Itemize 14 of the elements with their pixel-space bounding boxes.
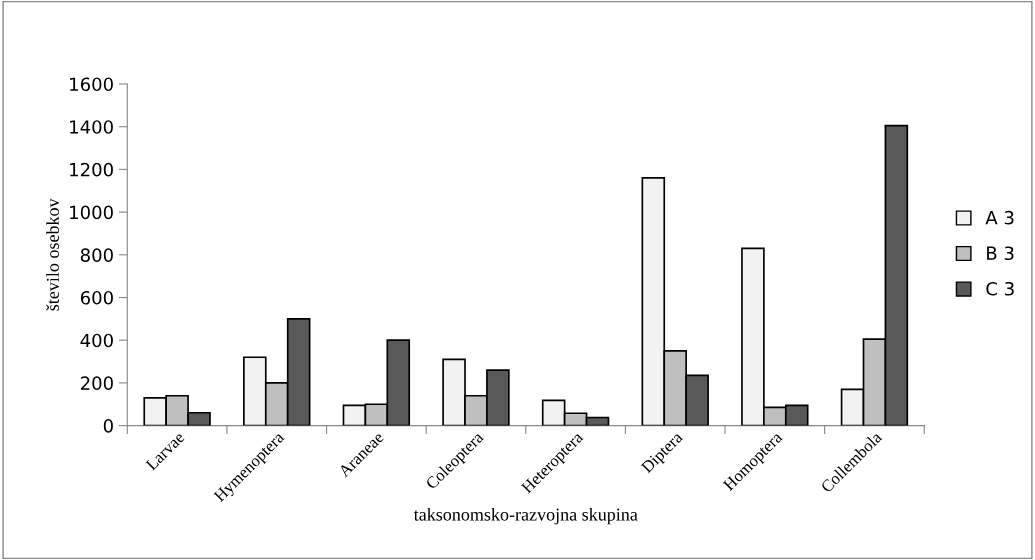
legend-label: C 3 bbox=[986, 281, 1014, 296]
y-tick-label: 600 bbox=[80, 290, 113, 305]
y-tick-label: 0 bbox=[103, 419, 113, 433]
x-axis-title: taksonomsko-razvojna skupina bbox=[413, 507, 638, 525]
legend-label: A 3 bbox=[985, 210, 1014, 225]
y-tick-label: 1400 bbox=[70, 120, 113, 134]
y-tick-label: 800 bbox=[80, 248, 113, 262]
y-tick-label: 1600 bbox=[70, 77, 113, 92]
y-tick-label: 1200 bbox=[70, 162, 113, 177]
y-tick-label: 1000 bbox=[70, 205, 113, 220]
y-axis-title: število osebkov bbox=[46, 198, 59, 311]
y-tick-label: 200 bbox=[80, 376, 113, 391]
legend-label: B 3 bbox=[987, 246, 1014, 261]
y-tick-label: 400 bbox=[80, 333, 113, 348]
